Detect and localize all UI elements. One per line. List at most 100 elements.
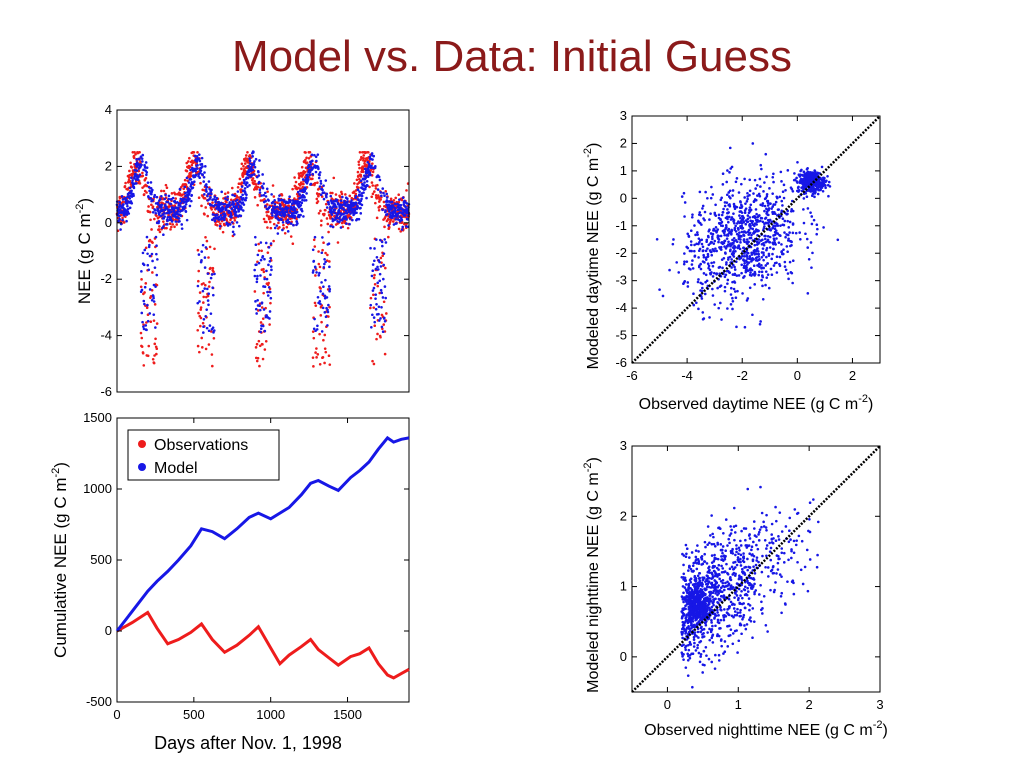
p1-point xyxy=(190,163,194,167)
p1-point xyxy=(146,313,150,317)
p1-point xyxy=(210,208,214,211)
p4-point xyxy=(682,658,685,661)
p1-point xyxy=(255,359,259,363)
p1-point xyxy=(218,227,222,230)
p1-point xyxy=(223,223,226,227)
p4-point xyxy=(722,618,726,622)
p4-point xyxy=(688,656,692,660)
p1-point xyxy=(168,222,172,226)
p1-point xyxy=(213,247,216,251)
p4-point xyxy=(735,547,738,551)
p1-point xyxy=(128,173,131,177)
p4-point xyxy=(716,611,719,614)
p1-point xyxy=(260,249,263,253)
p1-point xyxy=(153,217,156,221)
p1-point xyxy=(267,217,271,221)
p1-point xyxy=(145,321,148,324)
p1-point xyxy=(261,343,264,346)
p4-point xyxy=(684,648,687,652)
p1-point xyxy=(173,192,177,196)
p1-point xyxy=(204,283,207,287)
p4-point xyxy=(698,660,702,664)
p1-point xyxy=(151,271,154,274)
p1-point xyxy=(200,336,204,340)
p1-point xyxy=(243,162,247,165)
p1-point xyxy=(253,290,257,293)
p1-point xyxy=(150,203,153,207)
p1-point xyxy=(208,280,211,284)
p1-point xyxy=(173,225,176,229)
p1-point xyxy=(184,183,188,187)
p4-point xyxy=(765,547,768,550)
p1-point xyxy=(141,174,145,178)
p4-point xyxy=(706,631,709,634)
p4-point xyxy=(782,551,786,555)
p4-point xyxy=(706,525,710,528)
p1-point xyxy=(211,266,215,270)
p1-point xyxy=(185,161,189,165)
p1-point xyxy=(153,354,156,357)
p1-point xyxy=(291,242,295,245)
p1-point xyxy=(206,294,210,298)
p1-point xyxy=(121,216,124,220)
p4-point xyxy=(750,545,754,549)
p1-point xyxy=(215,223,219,227)
p1-point xyxy=(201,346,204,349)
p4-point xyxy=(760,600,763,604)
p1-point xyxy=(243,159,246,162)
p4-point xyxy=(784,525,788,528)
p1-point xyxy=(282,223,285,227)
p1-point xyxy=(196,151,199,154)
p1-point xyxy=(139,331,143,335)
p4-point xyxy=(796,511,800,515)
p1-point xyxy=(268,220,272,224)
p1-point xyxy=(148,210,152,214)
p1-point xyxy=(266,226,269,229)
p4-point xyxy=(689,621,693,624)
p4-point xyxy=(694,555,698,559)
p1-point xyxy=(164,183,168,187)
p1-point xyxy=(147,344,151,348)
p4-point xyxy=(742,560,746,564)
p1-point xyxy=(262,267,265,271)
p4-point xyxy=(731,632,735,635)
p1-point xyxy=(139,285,143,289)
p1-point xyxy=(132,156,136,160)
p1-point xyxy=(162,189,166,193)
p1-point xyxy=(188,156,191,160)
p1-point xyxy=(241,174,245,177)
p1-point xyxy=(204,206,208,209)
p4-point xyxy=(764,526,768,529)
p1-point xyxy=(266,210,270,214)
p4-point xyxy=(713,553,716,557)
p4-point xyxy=(767,575,770,578)
p4-point xyxy=(733,596,736,599)
p1-point xyxy=(266,190,269,193)
p1-point xyxy=(233,219,237,222)
p1-point xyxy=(138,151,141,154)
p1-point xyxy=(196,344,200,348)
p1-point xyxy=(150,228,153,231)
p1-point xyxy=(218,222,222,226)
p4-point xyxy=(728,534,732,537)
p1-point xyxy=(285,225,289,229)
p1-point xyxy=(170,225,173,229)
p4-point xyxy=(685,644,688,648)
p1-point xyxy=(255,342,259,346)
p4-point xyxy=(752,565,755,568)
p4-point xyxy=(728,633,732,637)
p1-point xyxy=(189,174,193,178)
p1-point xyxy=(261,357,265,361)
p4-point xyxy=(692,638,696,641)
p4-point xyxy=(739,544,743,547)
p1-point xyxy=(280,194,284,197)
p4-point xyxy=(696,602,700,605)
p1-point xyxy=(223,192,227,196)
p4-point xyxy=(774,539,778,543)
p1-point xyxy=(151,241,154,244)
p1-point xyxy=(269,301,272,305)
p1-point xyxy=(263,348,267,351)
p1-point xyxy=(197,196,201,200)
